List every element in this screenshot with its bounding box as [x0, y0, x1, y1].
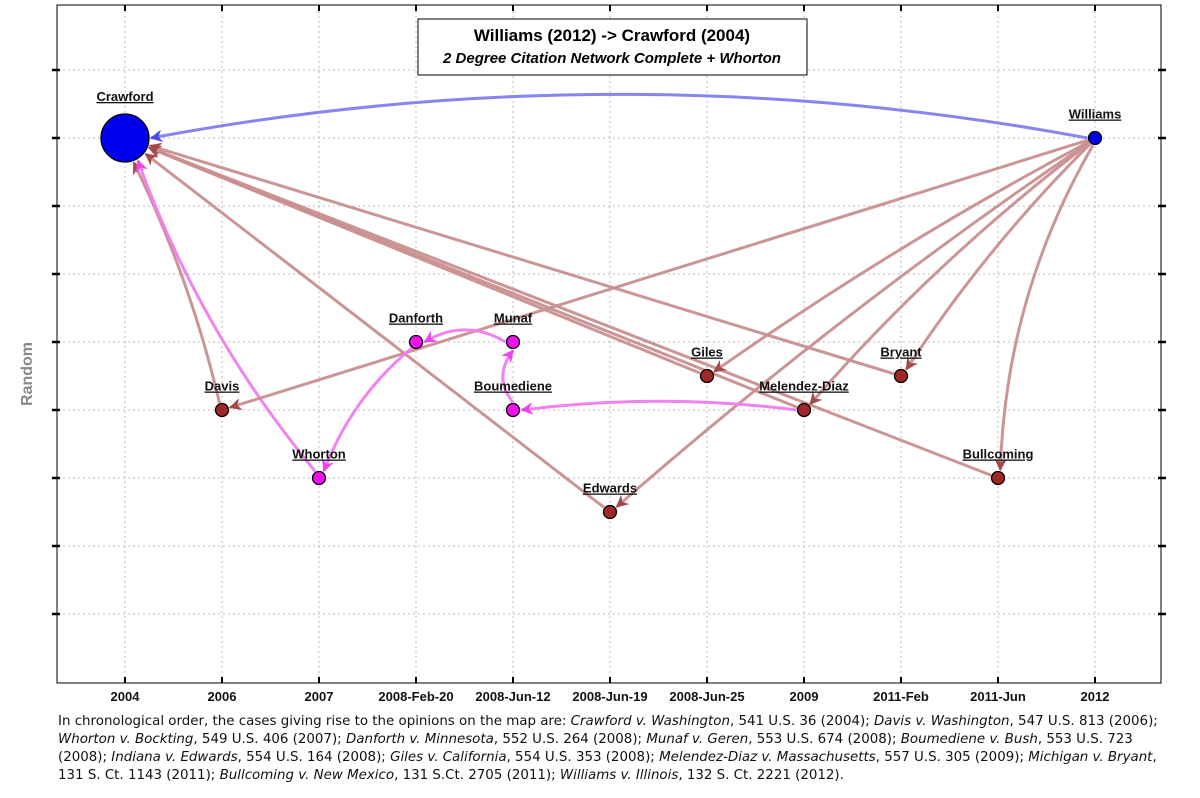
x-tick-label: 2007 — [305, 689, 334, 704]
caption-case-name: Indiana v. Edwards — [111, 750, 238, 765]
node-bryant[interactable] — [893, 368, 909, 384]
node-danforth[interactable] — [408, 334, 424, 350]
node-label-bullcoming: Bullcoming — [963, 447, 1034, 462]
chart-title: Williams (2012) -> Crawford (2004) — [474, 26, 750, 45]
node-label-whorton: Whorton — [292, 447, 345, 462]
caption-text: , 554 U.S. 164 (2008); — [237, 750, 391, 765]
caption: In chronological order, the cases giving… — [58, 713, 1168, 785]
edge-williams-to-bryant — [905, 142, 1092, 371]
edge-williams-to-bullcoming — [994, 144, 1095, 472]
node-label-bryant: Bryant — [880, 345, 922, 360]
caption-text: , 553 U.S. 674 (2008); — [748, 732, 901, 747]
caption-case-name: Munaf v. Geren — [646, 732, 749, 747]
x-tick-label: 2012 — [1081, 689, 1110, 704]
caption-text: , 131 S.Ct. 2705 (2011); — [394, 768, 560, 783]
x-tick-label: 2004 — [111, 689, 141, 704]
node-label-boumediene: Boumediene — [474, 379, 552, 394]
chart-subtitle: 2 Degree Citation Network Complete + Who… — [442, 50, 781, 67]
x-tick-label: 2006 — [208, 689, 237, 704]
x-tick-label: 2008-Feb-20 — [378, 689, 453, 704]
node-labels: Crawford Williams Davis Whorton Danforth Muna… — [96, 89, 1121, 496]
caption-text: , 549 U.S. 406 (2007); — [193, 732, 346, 747]
node-label-giles: Giles — [691, 345, 723, 360]
edge-danforth-to-whorton — [322, 346, 413, 473]
caption-case-name: Michigan v. Bryant — [1028, 750, 1153, 765]
caption-text: , 541 U.S. 36 (2004); — [729, 714, 874, 729]
edge-davis-to-crawford — [132, 161, 221, 404]
caption-case-name: Whorton v. Bockting — [58, 732, 194, 747]
node-boumediene[interactable] — [505, 402, 521, 418]
title-box: Williams (2012) -> Crawford (2004) 2 Deg… — [417, 18, 808, 76]
edge-edwards-to-crawford — [144, 152, 605, 509]
node-edwards[interactable] — [602, 504, 618, 520]
y-axis-title: Random — [19, 342, 36, 406]
caption-case-name: Giles v. California — [390, 750, 507, 765]
caption-text: , 552 U.S. 264 (2008); — [493, 732, 647, 747]
x-tick-label: 2011-Feb — [873, 689, 929, 704]
x-tick-labels: 2004 2006 2007 2008-Feb-20 2008-Jun-12 2008-J… — [111, 5, 1110, 704]
caption-case-name: Williams v. Illinois — [559, 768, 679, 783]
x-tick-label: 2008-Jun-25 — [669, 689, 744, 704]
node-label-williams: Williams — [1069, 107, 1122, 122]
x-tick-label: 2008-Jun-12 — [475, 689, 550, 704]
node-crawford[interactable] — [100, 113, 150, 163]
edge-williams-to-edwards — [615, 141, 1090, 508]
edges — [132, 92, 1095, 509]
node-label-edwards: Edwards — [583, 481, 637, 496]
edge-williams-to-davis — [228, 138, 1089, 411]
edge-bryant-to-crawford — [148, 142, 895, 376]
node-giles[interactable] — [699, 368, 715, 384]
caption-text: , 132 S. Ct. 2221 (2012). — [678, 768, 844, 783]
citation-network-diagram: Crawford Williams Davis Whorton Danforth Muna… — [19, 4, 1166, 704]
edge-williams-to-crawford — [149, 92, 1088, 143]
edge-boumediene-to-munaf — [501, 349, 515, 404]
caption-text: , 554 U.S. 353 (2008); — [506, 750, 660, 765]
caption-case-name: Melendez-Diaz v. Massachusetts — [659, 750, 876, 765]
node-label-melendez: Melendez-Diaz — [759, 379, 849, 394]
nodes — [100, 113, 1103, 520]
edge-whorton-to-crawford — [135, 159, 317, 473]
caption-case-name: Crawford v. Washington — [570, 714, 730, 729]
node-bullcoming[interactable] — [990, 470, 1006, 486]
caption-case-name: Bullcoming v. New Mexico — [219, 768, 395, 783]
caption-case-name: Boumediene v. Bush — [900, 732, 1038, 747]
caption-text: , 553 U.S. 723 (2008); — [58, 732, 1133, 765]
edge-williams-to-giles — [713, 140, 1090, 373]
node-label-crawford: Crawford — [96, 89, 153, 104]
node-munaf[interactable] — [505, 334, 521, 350]
x-tick-label: 2008-Jun-19 — [572, 689, 647, 704]
node-label-munaf: Munaf — [494, 311, 533, 326]
caption-case-name: Davis v. Washington — [873, 714, 1010, 729]
edge-williams-to-melendez — [809, 141, 1091, 406]
node-davis[interactable] — [214, 402, 230, 418]
caption-text: , 557 U.S. 305 (2009); — [875, 750, 1029, 765]
node-melendez[interactable] — [796, 402, 812, 418]
edge-munaf-to-danforth — [423, 328, 507, 344]
node-whorton[interactable] — [311, 470, 327, 486]
node-label-danforth: Danforth — [389, 311, 443, 326]
y-ticks — [52, 68, 1166, 616]
axes-frame — [56, 4, 1162, 684]
node-williams[interactable] — [1087, 130, 1103, 146]
node-label-davis: Davis — [205, 379, 240, 394]
edge-bullcoming-to-crawford — [148, 145, 992, 477]
edge-melendez-to-boumediene — [520, 399, 797, 415]
caption-text: In chronological order, the cases giving… — [58, 714, 571, 729]
caption-case-name: Danforth v. Minnesota — [345, 732, 494, 747]
x-tick-label: 2009 — [790, 689, 819, 704]
x-tick-label: 2011-Jun — [970, 689, 1026, 704]
caption-text: , 547 U.S. 813 (2006); — [1009, 714, 1158, 729]
caption-text: , 131 S. Ct. 1143 (2011); — [58, 750, 1157, 783]
